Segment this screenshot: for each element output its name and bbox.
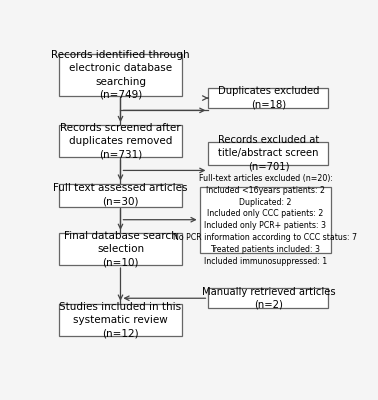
FancyBboxPatch shape: [59, 233, 182, 265]
FancyBboxPatch shape: [208, 142, 328, 165]
Text: Records excluded at
title/abstract screen
(n=701): Records excluded at title/abstract scree…: [218, 135, 319, 172]
Text: Records identified through
electronic database
searching
(n=749): Records identified through electronic da…: [51, 50, 190, 100]
FancyBboxPatch shape: [208, 88, 328, 108]
FancyBboxPatch shape: [59, 54, 182, 96]
Text: Studies included in this
systematic review
(n=12): Studies included in this systematic revi…: [59, 302, 181, 338]
FancyBboxPatch shape: [59, 125, 182, 157]
FancyBboxPatch shape: [59, 184, 182, 207]
FancyBboxPatch shape: [59, 304, 182, 336]
Text: Full text assessed articles
(n=30): Full text assessed articles (n=30): [53, 184, 188, 207]
Text: Duplicates excluded
(n=18): Duplicates excluded (n=18): [218, 86, 319, 110]
FancyBboxPatch shape: [208, 288, 328, 308]
Text: Full-text articles excluded (n=20):
Included <16years patients: 2
Duplicated: 2
: Full-text articles excluded (n=20): Incl…: [174, 174, 358, 266]
Text: Manually retrieved articles
(n=2): Manually retrieved articles (n=2): [201, 287, 335, 310]
FancyBboxPatch shape: [200, 186, 332, 253]
Text: Records screened after
duplicates removed
(n=731): Records screened after duplicates remove…: [60, 123, 181, 159]
Text: Final database search
selection
(n=10): Final database search selection (n=10): [64, 231, 177, 267]
